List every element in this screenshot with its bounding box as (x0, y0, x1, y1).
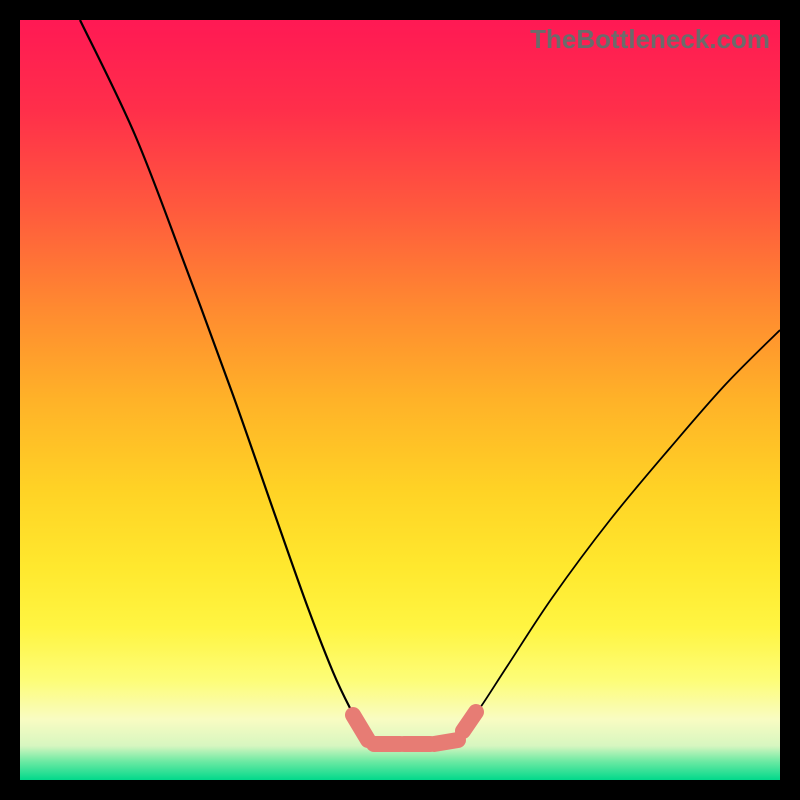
valley-marker-segment (434, 740, 458, 744)
valley-markers (353, 712, 476, 744)
chart-frame: TheBottleneck.com (0, 0, 800, 800)
right-curve (468, 330, 780, 724)
valley-marker-segment (463, 712, 476, 731)
bottleneck-chart (0, 0, 800, 800)
left-curve (80, 20, 360, 724)
valley-marker-segment (353, 715, 368, 740)
